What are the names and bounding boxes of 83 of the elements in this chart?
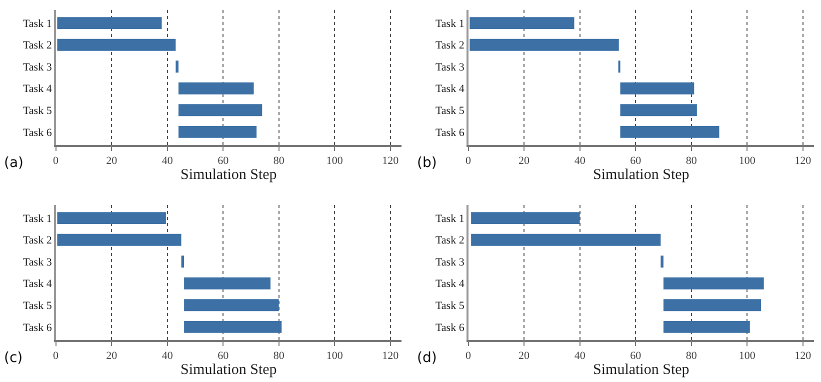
x-tick-label: 0: [53, 154, 60, 167]
x-tick-label: 120: [382, 350, 400, 362]
y-tick-label: Task 5: [435, 105, 465, 118]
bar: [471, 212, 580, 224]
x-tick-label: 120: [382, 154, 400, 167]
x-tick-label: 120: [794, 154, 812, 167]
y-tick-label: Task 2: [435, 234, 464, 247]
y-tick-label: Task 1: [435, 18, 464, 30]
y-tick-label: Task 3: [22, 256, 52, 268]
x-tick-label: 80: [686, 154, 698, 167]
bar: [176, 60, 178, 73]
bar: [660, 256, 664, 268]
y-tick-label: Task 6: [22, 322, 52, 334]
y-tick-label: Task 3: [22, 61, 52, 74]
x-tick-label: 100: [326, 154, 344, 167]
bar: [620, 104, 697, 116]
bar: [184, 299, 279, 312]
x-tick-label: 100: [326, 350, 344, 362]
x-tick-label: 0: [466, 350, 472, 362]
x-tick-label: 20: [106, 154, 118, 167]
x-tick-label: 0: [53, 350, 60, 362]
y-tick-label: Task 4: [22, 278, 52, 290]
x-tick-label: 20: [518, 154, 530, 167]
x-tick-label: 60: [218, 350, 230, 362]
bar: [470, 17, 574, 30]
x-axis-title: Simulation Step: [180, 362, 277, 378]
y-tick-label: Task 4: [435, 83, 465, 96]
bar: [620, 126, 720, 138]
x-tick-label: 40: [162, 154, 174, 167]
bar: [184, 320, 282, 333]
x-tick-label: 80: [686, 350, 698, 362]
y-tick-label: Task 2: [22, 234, 52, 247]
y-tick-label: Task 5: [22, 300, 52, 312]
bar: [57, 212, 166, 224]
y-tick-label: Task 3: [435, 61, 465, 74]
bar: [184, 277, 270, 290]
y-tick-label: Task 6: [435, 322, 465, 334]
bar: [470, 38, 619, 51]
bar: [620, 82, 694, 94]
bar: [178, 126, 257, 138]
y-tick-label: Task 2: [435, 40, 464, 52]
y-tick-label: Task 3: [435, 256, 465, 268]
y-tick-label: Task 6: [435, 126, 465, 139]
y-tick-label: Task 6: [22, 126, 52, 139]
x-tick-label: 0: [466, 154, 472, 167]
x-tick-label: 100: [738, 154, 756, 167]
x-tick-label: 20: [518, 350, 530, 362]
x-tick-label: 40: [574, 350, 586, 362]
x-axis-title: Simulation Step: [593, 166, 690, 183]
text: (c): [4, 350, 23, 366]
y-tick-label: Task 1: [22, 18, 52, 30]
bar: [663, 320, 750, 333]
x-tick-label: 40: [574, 154, 586, 167]
x-tick-label: 120: [794, 350, 812, 362]
x-tick-label: 60: [218, 154, 230, 167]
x-tick-label: 20: [106, 350, 118, 362]
x-tick-label: 60: [630, 154, 642, 167]
text: (d): [417, 350, 437, 366]
bar: [663, 277, 764, 290]
x-tick-label: 60: [630, 350, 642, 362]
bar: [57, 17, 162, 30]
y-tick-label: Task 5: [435, 300, 465, 312]
bar: [178, 82, 254, 94]
x-axis-title: Simulation Step: [180, 166, 277, 183]
bar: [57, 38, 176, 51]
bar: [178, 104, 262, 116]
text: (b): [417, 155, 437, 171]
y-tick-label: Task 4: [435, 278, 465, 290]
y-tick-label: Task 1: [22, 212, 52, 225]
x-tick-label: 40: [162, 350, 174, 362]
x-tick-label: 100: [738, 350, 756, 362]
y-tick-label: Task 2: [22, 40, 52, 52]
bar: [57, 234, 182, 246]
y-tick-label: Task 5: [22, 105, 52, 118]
bar: [181, 256, 184, 268]
y-tick-label: Task 1: [435, 212, 464, 225]
x-tick-label: 80: [273, 350, 285, 362]
x-tick-label: 80: [273, 154, 285, 167]
text: (a): [4, 155, 24, 171]
y-tick-label: Task 4: [22, 83, 52, 96]
x-axis-title: Simulation Step: [593, 362, 690, 378]
bar: [663, 299, 762, 312]
bar: [471, 234, 661, 246]
